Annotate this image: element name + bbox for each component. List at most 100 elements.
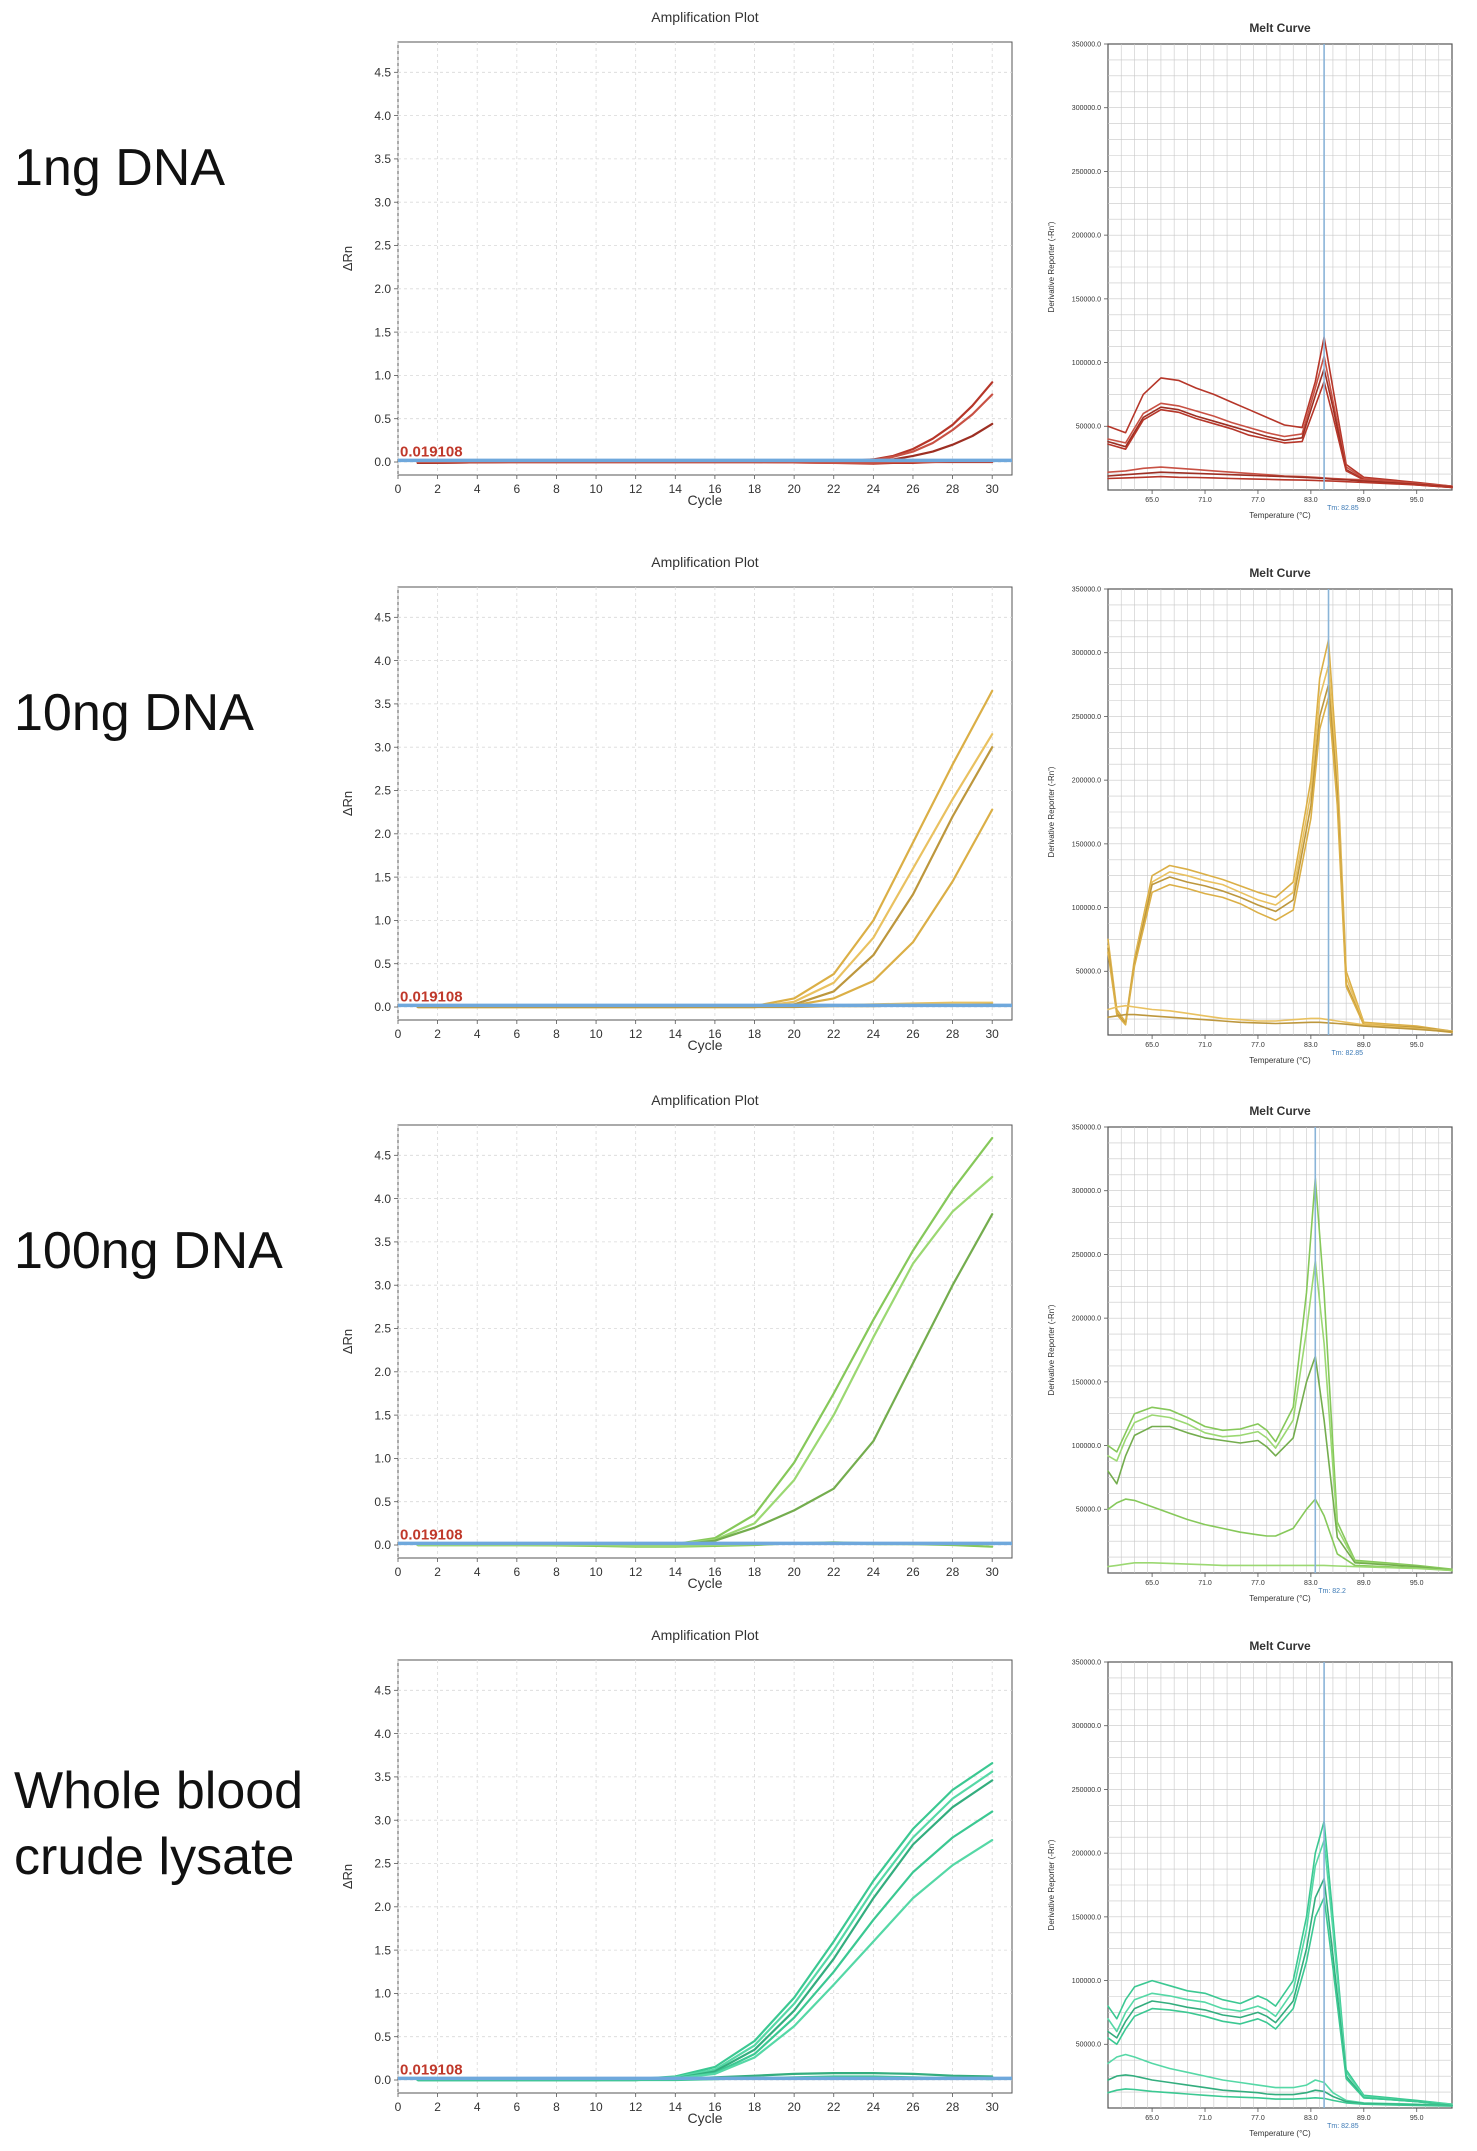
- chart-title: Amplification Plot: [651, 9, 758, 25]
- y-tick-label: 1.5: [374, 1408, 391, 1422]
- x-tick-label: 20: [787, 1027, 801, 1041]
- x-tick-label: 95.0: [1410, 1042, 1424, 1049]
- threshold-label: 0.019108: [400, 988, 463, 1005]
- x-tick-label: 16: [708, 482, 722, 496]
- x-tick-label: 26: [906, 482, 920, 496]
- y-tick-label: 2.0: [374, 1365, 391, 1379]
- y-tick-label: 0.0: [374, 2073, 391, 2087]
- y-tick-label: 100000.0: [1072, 1978, 1101, 1985]
- chart-title: Amplification Plot: [651, 1627, 758, 1643]
- y-tick-label: 4.5: [374, 1684, 391, 1698]
- series-group: [1107, 639, 1453, 1034]
- chart-title: Melt Curve: [1249, 1639, 1311, 1653]
- x-tick-label: 89.0: [1357, 1580, 1371, 1587]
- row-label: 1ng DNA: [14, 139, 225, 197]
- x-axis-label: Temperature (°C): [1249, 1594, 1311, 1603]
- series-line-ntc-1: [1107, 1004, 1453, 1033]
- melt-curve: Melt Curve 65.0 71.0 77.0 83.0 89.0 95.0 50000.…: [1047, 1104, 1453, 1603]
- series-group: [1107, 1177, 1453, 1572]
- x-tick-label: 65.0: [1145, 497, 1159, 504]
- x-tick-label: 12: [629, 482, 643, 496]
- x-tick-label: 10: [589, 482, 603, 496]
- x-tick-label: 83.0: [1304, 1042, 1318, 1049]
- row-100ng: 100ng DNA Amplification Plot 0 2 4 6 8 10 12 14 1…: [0, 1083, 1477, 1616]
- series-line-sample-3: [1107, 1355, 1453, 1572]
- x-tick-label: 24: [867, 1565, 881, 1579]
- series-line-sample-4: [1107, 696, 1453, 1034]
- y-axis-label: ΔRn: [340, 1864, 355, 1889]
- y-tick-label: 1.0: [374, 1987, 391, 2001]
- x-tick-label: 28: [946, 2100, 960, 2114]
- y-tick-label: 4.5: [374, 611, 391, 625]
- x-tick-label: 8: [553, 2100, 560, 2114]
- x-tick-label: 18: [748, 1565, 762, 1579]
- x-tick-label: 12: [629, 1565, 643, 1579]
- x-tick-label: 83.0: [1304, 1580, 1318, 1587]
- series-line-ntc-2: [1107, 1013, 1453, 1033]
- x-tick-label: 0: [395, 1027, 402, 1041]
- row-label: 100ng DNA: [14, 1222, 283, 1280]
- y-tick-label: 0.0: [374, 455, 391, 469]
- x-tick-label: 30: [986, 482, 1000, 496]
- y-tick-label: 200000.0: [1072, 1316, 1101, 1323]
- x-tick-label: 16: [708, 2100, 722, 2114]
- x-tick-label: 18: [748, 2100, 762, 2114]
- y-tick-label: 150000.0: [1072, 841, 1101, 848]
- y-tick-label: 350000.0: [1072, 1124, 1101, 1131]
- x-tick-label: 20: [787, 1565, 801, 1579]
- x-tick-label: 24: [867, 482, 881, 496]
- y-tick-label: 50000.0: [1076, 1507, 1101, 1514]
- x-tick-label: 77.0: [1251, 1042, 1265, 1049]
- x-tick-label: 8: [553, 1027, 560, 1041]
- y-tick-label: 250000.0: [1072, 169, 1101, 176]
- x-tick-label: 14: [669, 1027, 683, 1041]
- y-tick-label: 100000.0: [1072, 905, 1101, 912]
- x-axis-label: Temperature (°C): [1249, 511, 1311, 520]
- x-axis-label: Temperature (°C): [1249, 2129, 1311, 2138]
- melt-curve: Melt Curve 65.0 71.0 77.0 83.0 89.0 95.0 50000.…: [1047, 1639, 1453, 2138]
- x-tick-label: 30: [986, 1027, 1000, 1041]
- y-tick-label: 2.0: [374, 1900, 391, 1914]
- y-tick-label: 3.0: [374, 1278, 391, 1292]
- y-tick-label: 2.0: [374, 827, 391, 841]
- x-tick-label: 22: [827, 2100, 841, 2114]
- x-tick-label: 71.0: [1198, 1042, 1212, 1049]
- x-tick-label: 10: [589, 1565, 603, 1579]
- y-tick-label: 4.0: [374, 654, 391, 668]
- y-tick-label: 1.5: [374, 325, 391, 339]
- y-tick-label: 4.0: [374, 1192, 391, 1206]
- x-axis-label: Temperature (°C): [1249, 1056, 1311, 1065]
- series-line-ntc-2: [1107, 471, 1453, 488]
- y-tick-label: 3.5: [374, 152, 391, 166]
- y-tick-label: 50000.0: [1076, 424, 1101, 431]
- y-tick-label: 4.0: [374, 1727, 391, 1741]
- y-tick-label: 1.0: [374, 369, 391, 383]
- y-tick-label: 250000.0: [1072, 1787, 1101, 1794]
- x-tick-label: 95.0: [1410, 2115, 1424, 2122]
- tm-label: Tm: 82.85: [1327, 505, 1359, 512]
- x-tick-label: 8: [553, 1565, 560, 1579]
- y-tick-label: 1.0: [374, 914, 391, 928]
- x-tick-label: 18: [748, 482, 762, 496]
- row-label: 10ng DNA: [14, 684, 254, 742]
- y-tick-label: 350000.0: [1072, 41, 1101, 48]
- x-tick-label: 83.0: [1304, 497, 1318, 504]
- y-tick-label: 2.5: [374, 239, 391, 253]
- y-tick-label: 150000.0: [1072, 296, 1101, 303]
- x-tick-label: 12: [629, 1027, 643, 1041]
- y-axis-label: ΔRn: [340, 246, 355, 271]
- chart-title: Melt Curve: [1249, 566, 1311, 580]
- x-tick-label: 71.0: [1198, 497, 1212, 504]
- x-tick-label: 65.0: [1145, 1042, 1159, 1049]
- y-tick-label: 100000.0: [1072, 1443, 1101, 1450]
- grid: [1108, 44, 1452, 490]
- x-tick-label: 0: [395, 1565, 402, 1579]
- chart-title: Melt Curve: [1249, 21, 1311, 35]
- ticks: 0 2 4 6 8 10 12 14 16 18 20 22 24 26 28 300.00.51.01.52…: [374, 66, 999, 496]
- y-axis-label: Derivative Reporter (-Rn'): [1047, 766, 1056, 857]
- x-tick-label: 22: [827, 1027, 841, 1041]
- y-axis-label: ΔRn: [340, 1329, 355, 1354]
- row-10ng: 10ng DNA Amplification Plot 0 2 4 6 8 10 12 14 16…: [0, 545, 1477, 1078]
- threshold-label: 0.019108: [400, 1526, 463, 1543]
